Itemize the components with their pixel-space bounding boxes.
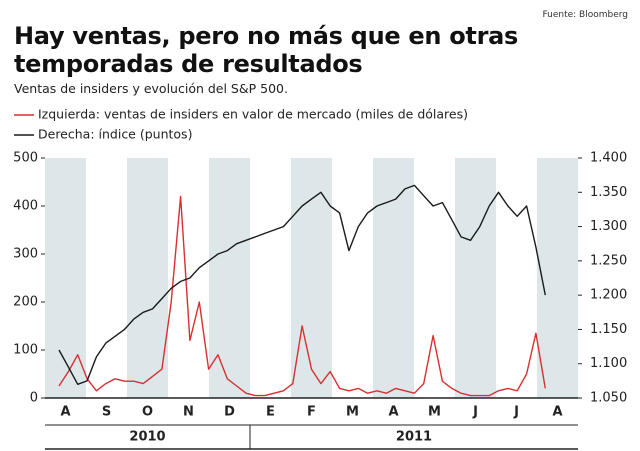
y2-tick-label: 1.250 [590,253,627,268]
y2-tick-label: 1.200 [590,288,627,303]
y-tick-label: 0 [30,391,38,406]
year-label: 2011 [396,430,432,445]
y2-tick-label: 1.400 [590,151,627,166]
x-tick-label: J [472,405,478,420]
x-tick-label: A [60,405,70,420]
x-tick-label: F [307,405,316,420]
chart-title: Hay ventas, pero no más que en otras tem… [14,22,518,78]
legend-label: Izquierda: ventas de insiders en valor d… [38,107,468,122]
x-tick-label: J [513,405,519,420]
x-tick-label: M [346,405,359,420]
y-tick-label: 500 [13,151,38,166]
series-line [58,195,546,397]
x-tick-label: A [388,405,398,420]
x-tick-label: N [183,405,194,420]
x-tick-label: O [142,405,153,420]
legend-label: Derecha: índice (puntos) [38,127,192,142]
x-tick-label: E [266,405,275,420]
month-band [455,158,496,398]
month-band [537,158,578,398]
month-band [373,158,414,398]
y-tick-label: 300 [13,247,38,262]
source: Fuente: Bloomberg [542,10,628,20]
y-tick-label: 100 [13,343,38,358]
y-tick-label: 400 [13,199,38,214]
x-tick-label: D [224,405,235,420]
month-band [127,158,168,398]
chart-subtitle: Ventas de insiders y evolución del S&P 5… [14,81,288,96]
y2-tick-label: 1.350 [590,185,627,200]
year-label: 2010 [129,430,165,445]
series-line [58,184,546,385]
y2-tick-label: 1.100 [590,356,627,371]
y2-tick-label: 1.150 [590,322,627,337]
x-tick-label: M [428,405,441,420]
month-band [209,158,250,398]
x-tick-label: S [102,405,111,420]
y-tick-label: 200 [13,295,38,310]
y2-tick-label: 1.300 [590,219,627,234]
y2-tick-label: 1.050 [590,391,627,406]
x-tick-label: A [552,405,562,420]
month-band [291,158,332,398]
